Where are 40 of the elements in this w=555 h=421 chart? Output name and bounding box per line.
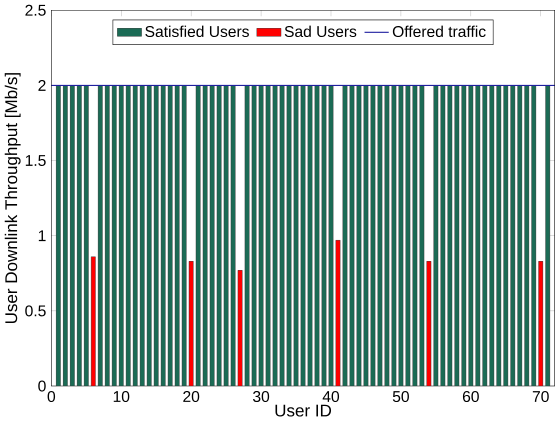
x-tick-label: 20 [183, 390, 200, 402]
x-tick-label: 50 [392, 390, 409, 402]
legend-label: Satisfied Users [145, 25, 249, 37]
y-tick-label: 0.5 [25, 305, 46, 316]
bar [392, 85, 396, 386]
bar [336, 240, 340, 386]
bar [356, 85, 362, 386]
bar [286, 85, 292, 386]
bar [378, 85, 382, 386]
x-tick-label: 60 [462, 390, 479, 402]
y-tick-label: 0 [38, 380, 46, 392]
y-tick-label: 1 [38, 230, 46, 241]
bar [350, 85, 354, 386]
bar [294, 85, 298, 386]
bar [384, 85, 390, 386]
bar [280, 85, 284, 386]
bar [308, 85, 312, 386]
bar [300, 85, 306, 386]
x-tick-label: 40 [322, 390, 340, 402]
bar [342, 85, 348, 386]
bar [314, 85, 320, 386]
bar [370, 85, 376, 386]
x-tick-label: 30 [253, 390, 270, 402]
legend-label: Sad Users [284, 25, 356, 37]
x-tick-label: 0 [48, 390, 56, 402]
bar [364, 85, 368, 386]
y-tick-label: 1.5 [26, 154, 46, 166]
bar [266, 85, 270, 386]
x-tick-label: 70 [532, 390, 549, 402]
bar [252, 85, 256, 386]
bar [328, 85, 334, 386]
y-axis-title: User Downlink Throughput [Mb/s] [4, 72, 21, 323]
bar [322, 85, 326, 386]
bar [258, 85, 264, 386]
y-tick-label: 2.5 [25, 4, 46, 16]
legend-label: Offered traffic [392, 25, 486, 37]
x-axis-title: User ID [276, 404, 332, 416]
x-tick-label: 10 [114, 390, 130, 402]
bar [272, 85, 278, 386]
y-tick-label: 2 [38, 80, 46, 91]
